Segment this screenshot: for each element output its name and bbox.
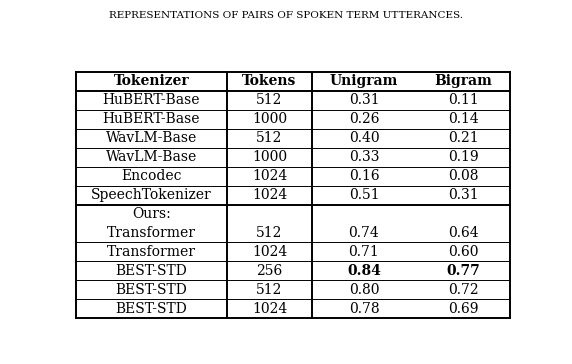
Text: SpeechTokenizer: SpeechTokenizer bbox=[91, 188, 212, 202]
Text: 0.31: 0.31 bbox=[448, 188, 478, 202]
Text: 0.33: 0.33 bbox=[349, 150, 379, 164]
Text: 1024: 1024 bbox=[252, 169, 287, 183]
Text: 0.71: 0.71 bbox=[348, 245, 379, 259]
Text: 0.64: 0.64 bbox=[448, 226, 478, 240]
Text: HuBERT-Base: HuBERT-Base bbox=[103, 93, 200, 107]
Text: Tokens: Tokens bbox=[243, 74, 297, 88]
Text: 512: 512 bbox=[256, 226, 283, 240]
Text: 512: 512 bbox=[256, 131, 283, 145]
Text: 0.74: 0.74 bbox=[348, 226, 379, 240]
Text: WavLM-Base: WavLM-Base bbox=[106, 131, 197, 145]
Text: 0.51: 0.51 bbox=[349, 188, 379, 202]
Text: 0.19: 0.19 bbox=[448, 150, 478, 164]
Text: 0.40: 0.40 bbox=[349, 131, 379, 145]
Text: Unigram: Unigram bbox=[330, 74, 398, 88]
Text: 0.26: 0.26 bbox=[349, 112, 379, 126]
Text: 0.16: 0.16 bbox=[349, 169, 379, 183]
Text: 256: 256 bbox=[256, 264, 283, 278]
Text: 1024: 1024 bbox=[252, 245, 287, 259]
Text: Bigram: Bigram bbox=[434, 74, 492, 88]
Text: 0.77: 0.77 bbox=[446, 264, 480, 278]
Text: 0.72: 0.72 bbox=[448, 283, 478, 297]
Text: 512: 512 bbox=[256, 283, 283, 297]
Text: 0.69: 0.69 bbox=[448, 302, 478, 316]
Text: 0.80: 0.80 bbox=[349, 283, 379, 297]
Text: Transformer: Transformer bbox=[107, 226, 196, 240]
Text: 0.21: 0.21 bbox=[448, 131, 478, 145]
Text: REPRESENTATIONS OF PAIRS OF SPOKEN TERM UTTERANCES.: REPRESENTATIONS OF PAIRS OF SPOKEN TERM … bbox=[109, 11, 463, 20]
Text: 0.78: 0.78 bbox=[349, 302, 379, 316]
Text: Encodec: Encodec bbox=[121, 169, 182, 183]
Text: 1000: 1000 bbox=[252, 150, 287, 164]
Text: 0.11: 0.11 bbox=[448, 93, 479, 107]
Text: BEST-STD: BEST-STD bbox=[116, 302, 188, 316]
Text: 0.08: 0.08 bbox=[448, 169, 478, 183]
Text: 1024: 1024 bbox=[252, 188, 287, 202]
Text: Tokenizer: Tokenizer bbox=[114, 74, 189, 88]
Text: 0.84: 0.84 bbox=[347, 264, 381, 278]
Text: Ours:: Ours: bbox=[132, 207, 171, 221]
Text: Transformer: Transformer bbox=[107, 245, 196, 259]
Text: 0.31: 0.31 bbox=[349, 93, 379, 107]
Text: 0.60: 0.60 bbox=[448, 245, 478, 259]
Text: 1024: 1024 bbox=[252, 302, 287, 316]
Text: BEST-STD: BEST-STD bbox=[116, 264, 188, 278]
Text: HuBERT-Base: HuBERT-Base bbox=[103, 112, 200, 126]
Text: WavLM-Base: WavLM-Base bbox=[106, 150, 197, 164]
Text: 1000: 1000 bbox=[252, 112, 287, 126]
Text: 0.14: 0.14 bbox=[448, 112, 479, 126]
Text: 512: 512 bbox=[256, 93, 283, 107]
Text: BEST-STD: BEST-STD bbox=[116, 283, 188, 297]
